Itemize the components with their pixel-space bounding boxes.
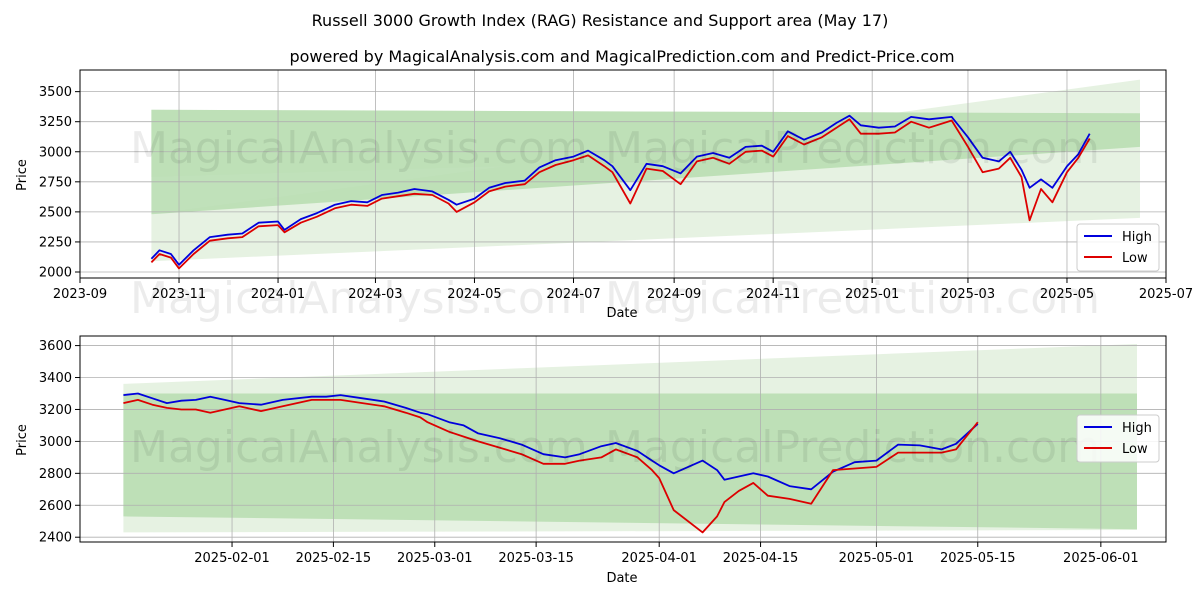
y-tick-label: 3600 <box>39 339 72 354</box>
y-tick-label: 3250 <box>39 115 72 130</box>
x-tick-label: 2023-09 <box>53 287 107 302</box>
watermark-left-lower: MagicalAnalysis.com <box>130 273 588 324</box>
y-tick-label: 3000 <box>39 145 72 160</box>
y-tick-label: 3200 <box>39 403 72 418</box>
series-line-low <box>150 118 1091 270</box>
x-tick-label: 2024-09 <box>647 287 701 302</box>
watermark-right: MagicalPrediction.com <box>605 422 1100 473</box>
price-lines <box>150 114 1091 270</box>
x-ticks: 2025-02-01 2025-02-15 2025-03-01 2025-03-15… <box>194 542 1139 566</box>
legend-high-label: High <box>1122 230 1152 245</box>
watermark-left: MagicalAnalysis.com <box>130 422 588 473</box>
price-chart-full: 2023-09 2023-11 2024-01 2024-03 2024-05 2024-… <box>15 69 1193 324</box>
legend: High Low <box>1076 223 1160 272</box>
x-tick-label: 2024-11 <box>746 287 800 302</box>
y-tick-label: 2750 <box>39 175 72 190</box>
x-tick-label: 2025-03-15 <box>498 551 574 566</box>
x-tick-label: 2025-01 <box>845 287 899 302</box>
support-resistance-bands <box>123 344 1137 533</box>
y-tick-label: 2250 <box>39 235 72 250</box>
x-tick-label: 2025-04-15 <box>723 551 799 566</box>
y-tick-label: 2600 <box>39 499 72 514</box>
grid-lines <box>79 70 1167 278</box>
chart-subtitle: powered by MagicalAnalysis.com and Magic… <box>289 47 954 66</box>
y-tick-label: 3500 <box>39 85 72 100</box>
watermark-left: MagicalAnalysis.com <box>130 123 588 174</box>
y-tick-label: 2000 <box>39 265 72 280</box>
y-ticks: 2000 2250 2500 2750 3000 3250 3500 <box>39 85 80 280</box>
x-tick-label: 2024-05 <box>447 287 501 302</box>
x-tick-label: 2024-03 <box>348 287 402 302</box>
x-ticks: 2023-09 2023-11 2024-01 2024-03 2024-05 2024-… <box>53 278 1193 302</box>
x-axis-label: Date <box>606 306 637 321</box>
y-tick-label: 2800 <box>39 467 72 482</box>
price-chart-recent: 2025-02-01 2025-02-15 2025-03-01 2025-03-15… <box>15 335 1167 586</box>
legend-low-label: Low <box>1122 442 1148 457</box>
plot-frame <box>79 335 1167 543</box>
x-tick-label: 2025-05-01 <box>839 551 915 566</box>
y-axis-label: Price <box>15 424 30 456</box>
y-tick-label: 3400 <box>39 371 72 386</box>
plot-frame <box>79 69 1167 279</box>
x-tick-label: 2025-07 <box>1139 287 1193 302</box>
x-tick-label: 2025-04-01 <box>621 551 697 566</box>
series-line-low <box>123 399 979 534</box>
y-axis-label: Price <box>15 159 30 191</box>
legend: High Low <box>1076 414 1160 463</box>
x-tick-label: 2025-06-01 <box>1063 551 1139 566</box>
y-tick-label: 3000 <box>39 435 72 450</box>
price-lines <box>123 392 979 534</box>
x-tick-label: 2025-02-01 <box>194 551 270 566</box>
overlap-band-2 <box>151 109 1140 215</box>
overlap-band-1 <box>123 393 1137 530</box>
y-tick-label: 2400 <box>39 531 72 546</box>
x-tick-label: 2025-03-01 <box>397 551 473 566</box>
x-tick-label: 2024-01 <box>251 287 305 302</box>
legend-high-label: High <box>1122 421 1152 436</box>
x-tick-label: 2024-07 <box>546 287 600 302</box>
y-ticks: 2400 2600 2800 3000 3200 3400 3600 <box>39 339 80 546</box>
x-axis-label: Date <box>606 571 637 586</box>
x-tick-label: 2023-11 <box>152 287 206 302</box>
grid-lines <box>80 336 1166 542</box>
series-line-high <box>123 392 979 491</box>
x-tick-label: 2025-05 <box>1040 287 1094 302</box>
legend-low-label: Low <box>1122 251 1148 266</box>
x-tick-label: 2025-05-15 <box>940 551 1016 566</box>
series-line-high <box>150 114 1091 266</box>
watermark-right: MagicalPrediction.com <box>605 123 1100 174</box>
watermark-right-lower: MagicalPrediction.com <box>605 273 1100 324</box>
chart-title: Russell 3000 Growth Index (RAG) Resistan… <box>312 11 889 30</box>
x-tick-label: 2025-03 <box>941 287 995 302</box>
y-tick-label: 2500 <box>39 205 72 220</box>
x-tick-label: 2025-02-15 <box>296 551 372 566</box>
